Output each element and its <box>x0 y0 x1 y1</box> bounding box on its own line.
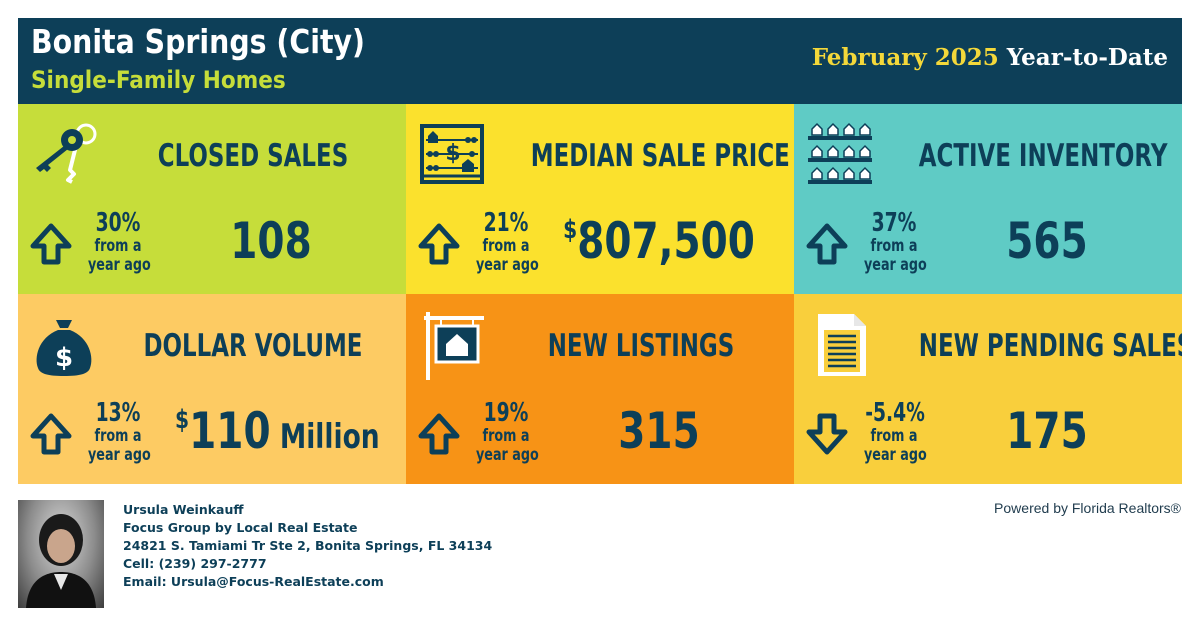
tile-title: NEW LISTINGS <box>547 328 735 364</box>
portrait-image <box>26 514 96 608</box>
tile-median-sale-price: $ MEDIAN SALE PRICE 21% from a year ago … <box>406 104 794 294</box>
agent-address: 24821 S. Tamiami Tr Ste 2, Bonita Spring… <box>123 538 493 553</box>
change-percent: -5.4% from a year ago <box>864 398 927 465</box>
header-banner: Bonita Springs (City) Single-Family Home… <box>18 18 1182 104</box>
houses-shelf-icon <box>808 122 872 184</box>
agent-cell: Cell: (239) 297-2777 <box>123 556 267 571</box>
tile-new-pending-sales: NEW PENDING SALES -5.4% from a year ago … <box>794 294 1182 484</box>
keys-icon <box>36 123 97 184</box>
report-period: February 2025 Year-to-Date <box>812 44 1168 71</box>
tile-value: $807,500 <box>563 212 755 270</box>
svg-text:$: $ <box>55 343 73 373</box>
tile-value: 565 <box>1006 212 1088 270</box>
house-sign-icon <box>424 312 484 380</box>
period-month: February 2025 <box>811 44 999 71</box>
arrow-up-icon <box>30 413 72 455</box>
abacus-icon: $ <box>420 124 484 184</box>
agent-contact: Ursula Weinkauff Focus Group by Local Re… <box>123 501 492 591</box>
tile-active-inventory: ACTIVE INVENTORY 37% from a year ago 565 <box>794 104 1182 294</box>
tile-value: $110 Million <box>175 402 380 460</box>
change-percent: 30% from a year ago <box>88 208 151 275</box>
document-icon <box>818 314 866 376</box>
tile-title: ACTIVE INVENTORY <box>918 138 1168 174</box>
tile-value: 175 <box>1006 402 1088 460</box>
city-title: Bonita Springs (City) <box>31 22 366 61</box>
tile-dollar-volume: $ DOLLAR VOLUME 13% from a year ago $110… <box>18 294 406 484</box>
agent-email[interactable]: Email: Ursula@Focus-RealEstate.com <box>123 574 384 589</box>
powered-by: Powered by Florida Realtors® <box>994 500 1181 516</box>
tile-title: NEW PENDING SALES <box>918 328 1182 364</box>
arrow-up-icon <box>418 223 460 265</box>
arrow-up-icon <box>30 223 72 265</box>
change-percent: 13% from a year ago <box>88 398 151 465</box>
money-bag-icon: $ <box>36 320 92 376</box>
tile-title: CLOSED SALES <box>157 138 349 174</box>
arrow-down-icon <box>806 413 848 455</box>
stats-grid: CLOSED SALES 30% from a year ago 108 $ M… <box>18 104 1182 484</box>
period-label: Year-to-Date <box>1006 44 1168 71</box>
tile-value: 108 <box>230 212 312 270</box>
change-percent: 21% from a year ago <box>476 208 539 275</box>
tile-new-listings: NEW LISTINGS 19% from a year ago 315 <box>406 294 794 484</box>
arrow-up-icon <box>418 413 460 455</box>
tile-title: DOLLAR VOLUME <box>143 328 363 364</box>
agent-name: Ursula Weinkauff <box>123 502 244 517</box>
tile-title: MEDIAN SALE PRICE <box>530 138 790 174</box>
change-percent: 19% from a year ago <box>476 398 539 465</box>
tile-closed-sales: CLOSED SALES 30% from a year ago 108 <box>18 104 406 294</box>
property-type: Single-Family Homes <box>31 66 286 94</box>
agent-photo <box>18 500 104 608</box>
change-percent: 37% from a year ago <box>864 208 927 275</box>
svg-text:$: $ <box>445 141 460 166</box>
arrow-up-icon <box>806 223 848 265</box>
agent-company: Focus Group by Local Real Estate <box>123 520 358 535</box>
tile-value: 315 <box>618 402 700 460</box>
